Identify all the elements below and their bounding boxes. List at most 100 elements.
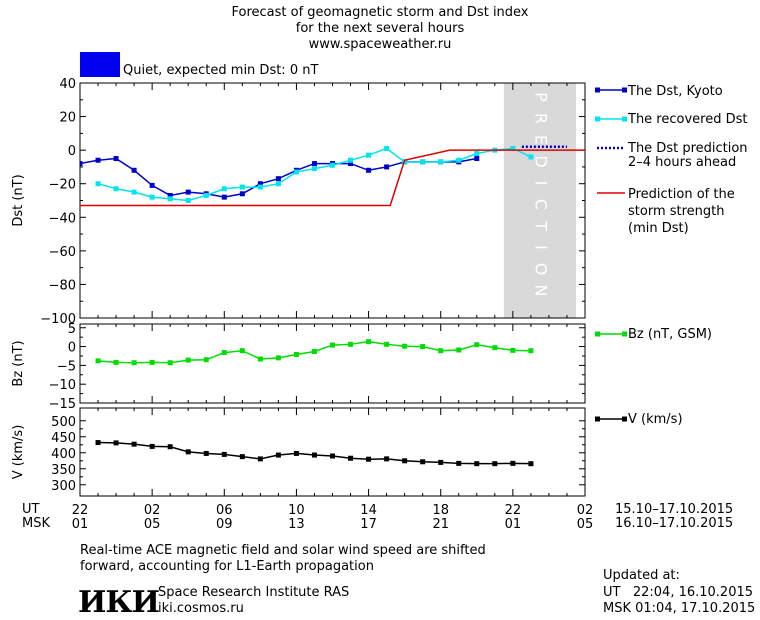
data-point (311, 166, 317, 172)
msk-tick-label: 09 (216, 517, 233, 532)
data-point (293, 450, 299, 456)
chart-title-line-2: for the next several hours (295, 21, 465, 36)
data-point (167, 192, 173, 198)
data-point (149, 194, 155, 200)
ut-tick-label: 22 (505, 503, 522, 518)
series-line (80, 149, 585, 207)
chart-title-url: www.spaceweather.ru (308, 37, 452, 52)
msk-tick-label: 01 (505, 517, 522, 532)
institute-site-link[interactable]: iki.cosmos.ru (158, 601, 244, 616)
prediction-letter: E (531, 135, 550, 145)
data-point (167, 444, 173, 450)
y-tick-label: −80 (49, 278, 76, 293)
ut-tick-label: 22 (72, 503, 89, 518)
data-point (203, 450, 209, 456)
data-point (420, 344, 426, 350)
data-point (239, 454, 245, 460)
prediction-letter: I (531, 181, 550, 186)
data-point (348, 455, 354, 461)
data-point (239, 348, 245, 354)
data-point (275, 181, 281, 187)
data-point (203, 192, 209, 198)
data-point (510, 145, 516, 151)
data-point (257, 356, 263, 362)
legend-strength-label-2: storm strength (628, 204, 725, 219)
data-point (167, 360, 173, 366)
data-point (330, 342, 335, 348)
data-point (456, 347, 462, 353)
msk-tick-label: 05 (144, 517, 161, 532)
data-point (113, 156, 119, 162)
series-group (95, 339, 534, 366)
data-point (311, 348, 317, 354)
msk-tick-label: 01 (72, 517, 89, 532)
data-point (510, 347, 516, 353)
footer-note-line-2: forward, accounting for L1-Earth propaga… (80, 559, 374, 574)
legend-strength-label-3: (min Dst) (628, 221, 689, 236)
data-point (474, 342, 480, 348)
msk-tick-label: 17 (360, 517, 377, 532)
y-tick-label: −10 (49, 378, 76, 393)
legend-kyoto-label: The Dst, Kyoto (628, 84, 723, 99)
data-point (221, 451, 227, 457)
data-point (330, 162, 335, 168)
prediction-letter: R (531, 113, 550, 124)
data-point (131, 441, 137, 447)
data-point (474, 151, 480, 156)
y-tick-label: −40 (49, 211, 76, 226)
data-point (366, 339, 372, 345)
series-group (80, 149, 585, 207)
data-point (221, 350, 227, 356)
msk-tick-label: 05 (577, 517, 594, 532)
data-point (384, 456, 390, 462)
chart-title-line-1: Forecast of geomagnetic storm and Dst in… (231, 5, 529, 20)
y-tick-label: 0 (68, 341, 76, 356)
y-tick-label: −60 (49, 245, 76, 260)
prediction-letter: O (531, 263, 550, 276)
legend-recovered-swatch-marker (595, 116, 600, 122)
data-point (257, 181, 263, 187)
data-point (131, 167, 137, 173)
data-point (113, 186, 119, 192)
legend-kyoto-swatch-marker (622, 87, 627, 93)
data-point (113, 440, 119, 446)
data-point (185, 357, 191, 363)
data-point (95, 157, 101, 163)
data-point (402, 458, 408, 464)
data-point (330, 453, 335, 459)
legend-v-swatch-marker (595, 416, 600, 422)
data-point (257, 184, 263, 190)
y-tick-label: 40 (59, 77, 76, 92)
data-point (384, 164, 390, 170)
data-point (456, 157, 462, 163)
legend-prediction-label-1: The Dst prediction (628, 141, 748, 156)
y-tick-label: 20 (59, 111, 76, 126)
data-point (420, 459, 426, 465)
data-point (492, 461, 498, 467)
updated-ut: UT 22:04, 16.10.2015 (603, 585, 754, 600)
y-axis-label: Bz (nT) (11, 340, 26, 386)
data-point (257, 456, 263, 462)
series-group (95, 440, 534, 467)
data-point (95, 440, 101, 446)
data-point (293, 351, 299, 357)
y-tick-label: −20 (49, 178, 76, 193)
data-point (203, 357, 209, 363)
ut-tick-label: 02 (144, 503, 161, 518)
data-point (384, 341, 390, 347)
legend-bz-swatch-marker (595, 331, 600, 337)
ut-tick-label: 10 (288, 503, 305, 518)
prediction-letter: D (531, 155, 550, 167)
y-tick-label: −15 (49, 397, 76, 412)
legend-bz-swatch-marker (622, 331, 627, 337)
data-point (492, 345, 498, 351)
y-tick-label: 300 (51, 479, 76, 494)
status-label: Quiet, expected min Dst: 0 nT (123, 63, 319, 78)
data-point (474, 461, 480, 467)
data-point (149, 182, 155, 188)
series-line (97, 147, 532, 202)
ut-tick-label: 14 (360, 503, 377, 518)
msk-date-range: 16.10–17.10.2015 (615, 516, 734, 531)
y-axis-label: Dst (nT) (11, 174, 26, 226)
data-point (311, 452, 317, 458)
